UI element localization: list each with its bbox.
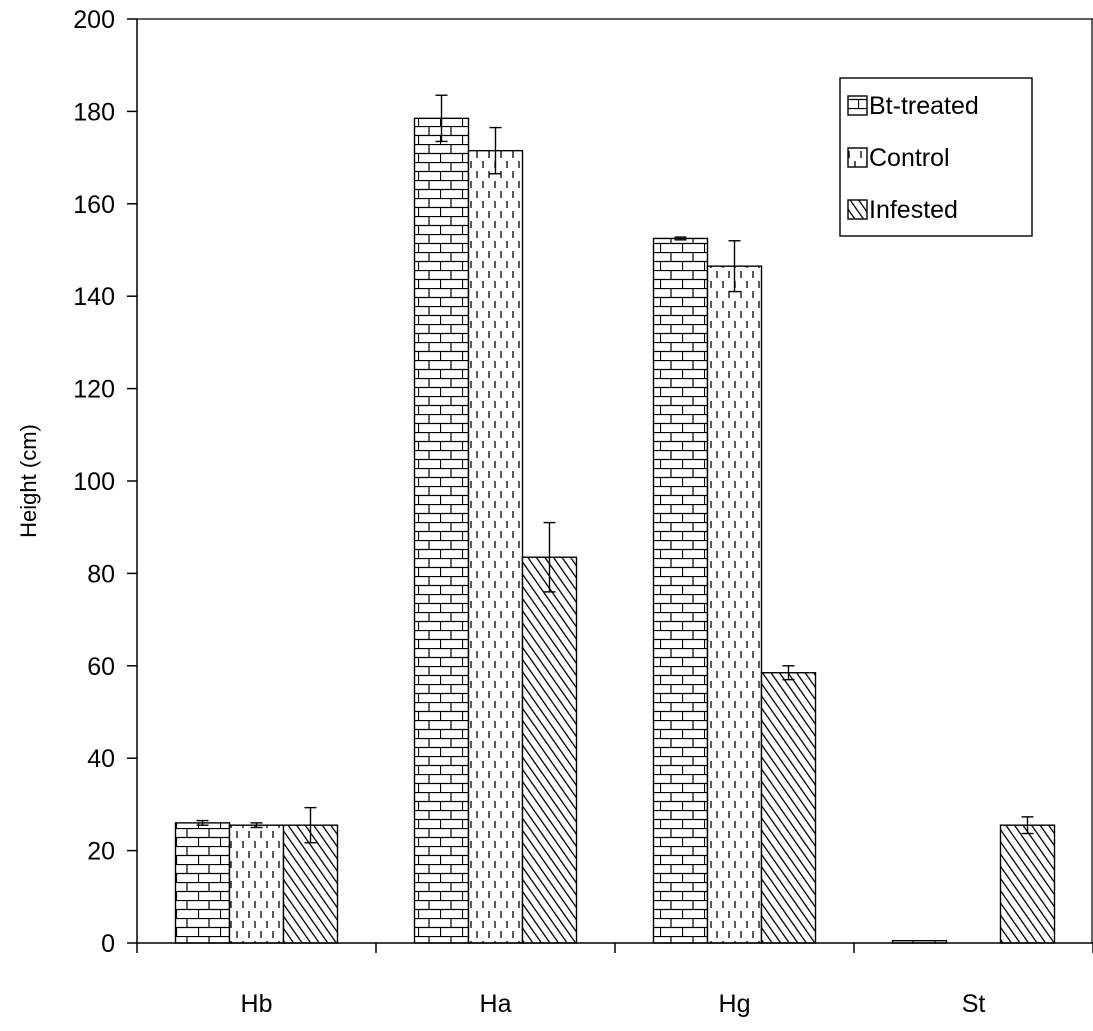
y-tick-label: 180 bbox=[73, 98, 115, 126]
bar-bt-treated-ha bbox=[413, 117, 470, 944]
x-tick-label: St bbox=[962, 990, 986, 1018]
legend-swatch-control bbox=[847, 147, 868, 168]
legend-swatch-infested bbox=[847, 199, 868, 220]
legend-label: Bt-treated bbox=[869, 92, 979, 120]
error-bars-group bbox=[196, 94, 1034, 844]
y-tick-label: 60 bbox=[87, 653, 115, 681]
x-tick-label: Ha bbox=[480, 990, 512, 1018]
x-axis-labels: Hb Ha Hg St bbox=[241, 990, 986, 1018]
legend-label: Control bbox=[869, 144, 950, 172]
x-tick-label: Hg bbox=[719, 990, 751, 1018]
legend: Bt-treated Control Infested bbox=[839, 77, 1033, 237]
y-tick-label: 0 bbox=[101, 930, 115, 958]
bar-infested-hg bbox=[760, 672, 817, 944]
bar-control-ha bbox=[467, 149, 524, 944]
bar-infested-ha bbox=[521, 556, 578, 944]
y-axis-label: Height (cm) bbox=[16, 424, 41, 538]
x-axis-ticks bbox=[136, 943, 1093, 953]
bar-infested-hb bbox=[282, 824, 339, 944]
y-tick-label: 100 bbox=[73, 468, 115, 496]
bar-control-hg bbox=[706, 265, 763, 944]
legend-label: Infested bbox=[869, 196, 958, 224]
bars-group bbox=[174, 117, 1056, 944]
y-tick-label: 160 bbox=[73, 191, 115, 219]
bar-bt-treated-hb bbox=[174, 822, 231, 944]
bar-control-hb bbox=[228, 824, 285, 944]
bar-infested-st bbox=[999, 824, 1056, 944]
y-tick-label: 20 bbox=[87, 838, 115, 866]
legend-box bbox=[839, 77, 1033, 237]
bar-bt-treated-hg bbox=[652, 237, 709, 944]
legend-swatch-bt-treated bbox=[847, 95, 868, 116]
y-tick-label: 140 bbox=[73, 283, 115, 311]
y-tick-label: 40 bbox=[87, 745, 115, 773]
y-tick-label: 120 bbox=[73, 376, 115, 404]
y-axis-ticks: 0 20 40 60 80 100 120 140 160 180 200 bbox=[73, 6, 137, 958]
y-tick-label: 80 bbox=[87, 560, 115, 588]
y-tick-label: 200 bbox=[73, 6, 115, 34]
x-tick-label: Hb bbox=[241, 990, 273, 1018]
